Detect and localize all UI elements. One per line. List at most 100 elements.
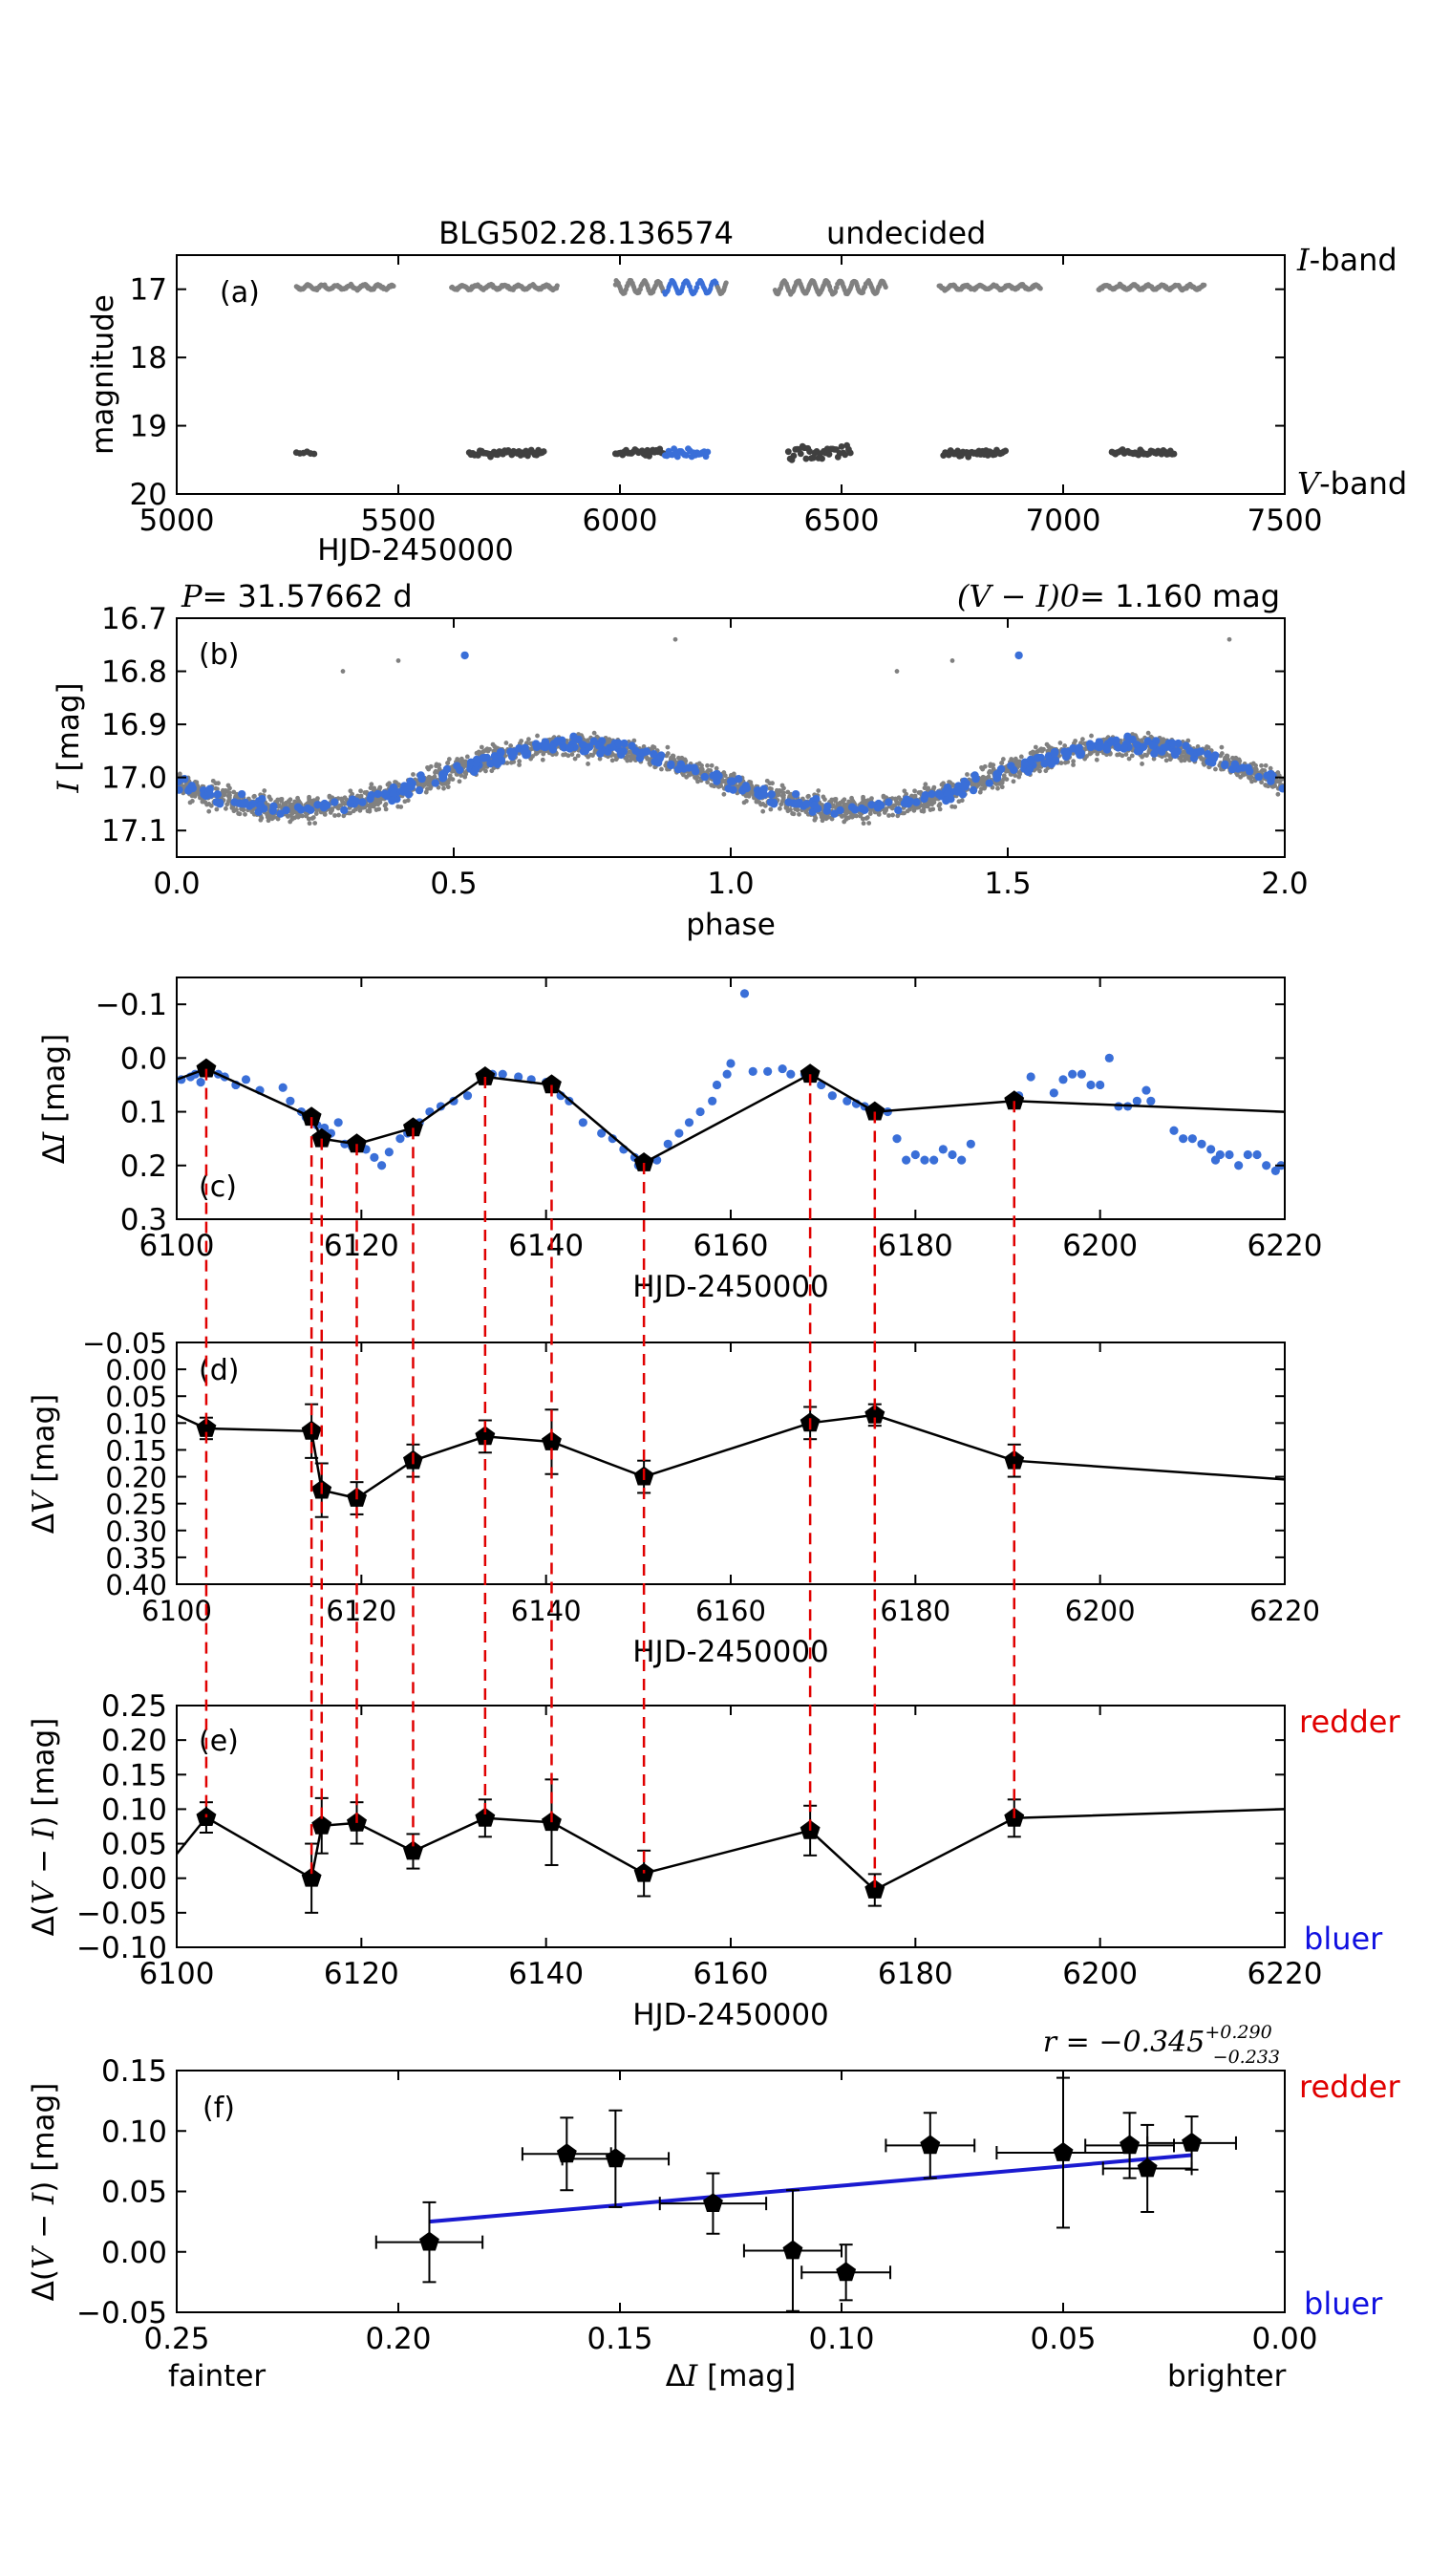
phased-point: [1018, 754, 1024, 760]
panel-d-axes: 6100 6120 6140 6160 6180 6200 6220 −0.050.000.0…: [82, 1327, 1320, 1627]
phased-highlight-point: [1024, 767, 1033, 777]
phased-highlight-point: [1063, 749, 1072, 759]
phased-highlight-point: [1205, 757, 1213, 766]
phased-point: [508, 743, 514, 748]
y-tick-label: −0.1: [96, 988, 167, 1022]
phased-highlight-point: [724, 784, 733, 793]
phased-highlight-point: [876, 801, 885, 809]
delta-i-point: [842, 1096, 852, 1106]
phased-point: [1151, 756, 1157, 762]
phased-point: [776, 789, 781, 795]
outlier-highlight-point: [1014, 651, 1023, 660]
phased-point: [1094, 757, 1099, 762]
phased-point: [849, 795, 854, 801]
phased-highlight-point: [614, 739, 623, 747]
phased-point: [1120, 753, 1125, 759]
phased-point: [464, 754, 470, 760]
phased-point: [483, 768, 488, 774]
phased-point: [982, 763, 988, 769]
phased-highlight-point: [415, 785, 424, 795]
phased-highlight-point: [921, 791, 929, 800]
phased-highlight-point: [942, 796, 950, 805]
phased-highlight-point: [943, 789, 952, 799]
phased-point: [417, 782, 423, 787]
phased-point: [1259, 762, 1264, 768]
delta-i-point: [514, 1072, 523, 1082]
phased-point: [1182, 754, 1187, 759]
phased-point: [609, 758, 615, 763]
brighter-label: brighter: [1167, 2359, 1287, 2394]
delta-i-point: [1086, 1080, 1096, 1090]
phased-highlight-point: [399, 787, 408, 796]
phased-highlight-point: [651, 757, 659, 766]
phased-point: [476, 749, 481, 755]
phased-point: [268, 797, 273, 803]
y-tick-label: 0.35: [105, 1542, 167, 1575]
x-tick-label: 6140: [508, 1229, 584, 1263]
y-tick-label: −0.05: [76, 1897, 167, 1931]
phased-point: [896, 801, 902, 806]
x-tick-label: 7500: [1248, 504, 1323, 538]
phased-highlight-point: [237, 789, 246, 799]
star-id-title: BLG502.28.136574: [438, 215, 734, 251]
panel-b-label: (b): [199, 638, 239, 672]
phased-point: [748, 780, 754, 785]
x-tick-label: 0.25: [143, 2322, 209, 2356]
y-tick-label: −0.05: [82, 1327, 167, 1360]
phased-point: [1219, 744, 1225, 750]
phased-point: [1071, 759, 1077, 764]
phased-point: [362, 805, 368, 810]
phased-highlight-point: [769, 800, 778, 808]
phased-point: [909, 793, 914, 799]
panel-b-xlabel: phase: [686, 908, 776, 942]
phased-point: [369, 782, 374, 787]
delta-v-marker: [542, 1431, 562, 1450]
phased-point: [503, 741, 509, 745]
phased-point: [1089, 733, 1094, 739]
phased-point: [665, 744, 671, 750]
panel-e-label: (e): [199, 1725, 239, 1758]
phased-highlight-point: [735, 775, 743, 784]
x-tick-label: 0.00: [1251, 2322, 1317, 2356]
y-tick-label: 17.1: [101, 814, 167, 848]
y-tick-label: 16.7: [101, 602, 167, 636]
phased-point: [1268, 765, 1273, 771]
phased-point: [777, 805, 782, 811]
phased-highlight-point: [1196, 747, 1205, 756]
phased-point: [428, 784, 434, 789]
phased-highlight-point: [558, 736, 566, 745]
phased-point: [307, 796, 311, 802]
phased-point: [1248, 774, 1254, 780]
phased-point: [760, 808, 766, 814]
panel-a-xlabel: HJD-2450000: [317, 533, 514, 568]
phased-point: [1230, 755, 1235, 761]
delta-i-point: [1270, 1166, 1280, 1175]
phased-highlight-point: [388, 796, 396, 805]
phased-point: [820, 818, 825, 824]
phased-point: [835, 802, 841, 807]
phased-point: [341, 813, 347, 819]
phased-point: [705, 769, 710, 774]
panel-e-bluer-label: bluer: [1304, 1921, 1383, 1957]
phased-point: [833, 798, 838, 804]
y-tick-label: 0.2: [120, 1149, 167, 1184]
delta-i-epoch-marker: [403, 1117, 423, 1137]
panel-e-ylabel: Δ(V − I) [mag]: [27, 1718, 61, 1937]
delta-v-marker: [475, 1426, 496, 1446]
delta-i-point: [674, 1128, 684, 1138]
phased-point: [1259, 769, 1264, 774]
phased-highlight-point: [438, 770, 447, 779]
outlier-point: [672, 636, 678, 642]
phased-highlight-point: [331, 798, 339, 806]
delta-i-point: [1252, 1149, 1262, 1160]
period-symbol: P: [181, 578, 203, 614]
x-tick-label: 6180: [878, 1229, 953, 1263]
delta-v-marker: [196, 1418, 217, 1437]
x-tick-label: 6200: [1065, 1595, 1136, 1627]
x-tick-label: 6140: [508, 1957, 584, 1991]
v-band-highlight-point: [683, 452, 690, 459]
phased-point: [206, 808, 212, 814]
panel-a-frame: [176, 254, 1286, 495]
phased-point: [628, 754, 633, 759]
